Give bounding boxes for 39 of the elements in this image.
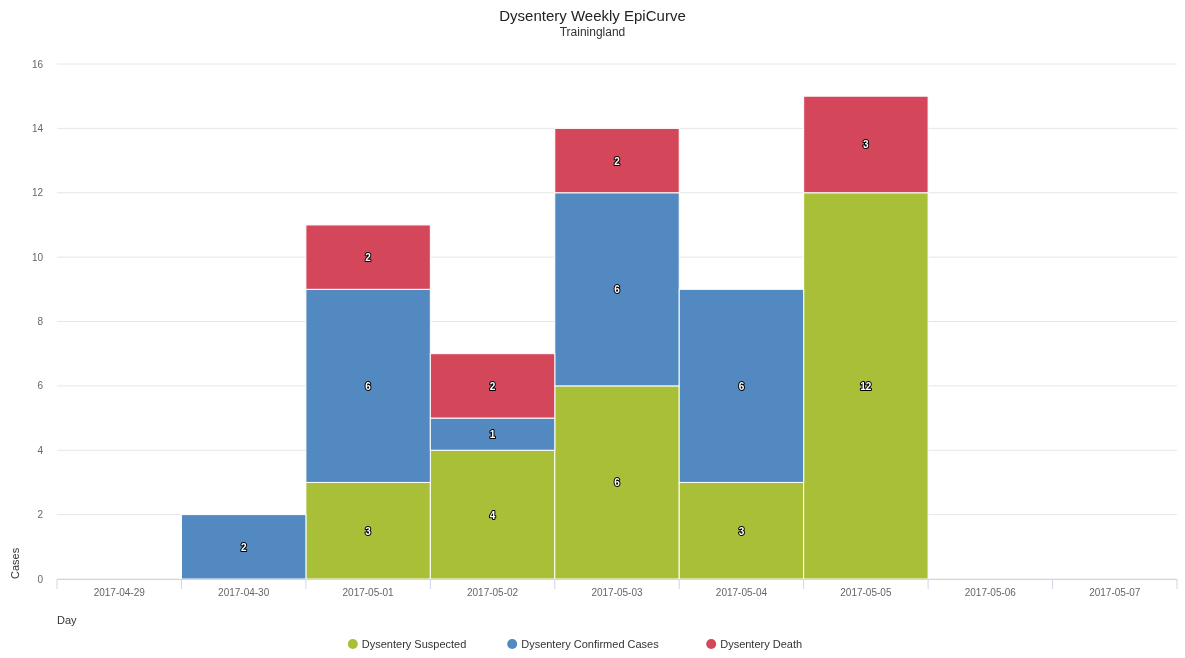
y-tick-label: 2 <box>37 509 44 521</box>
legend-label: Dysentery Suspected <box>361 638 467 650</box>
x-tick-label: 2017-05-04 <box>715 587 768 598</box>
x-tick-label: 2017-04-29 <box>93 587 146 598</box>
data-label: 3 <box>863 139 870 151</box>
y-tick-label: 16 <box>31 58 44 70</box>
data-label: 3 <box>738 525 745 537</box>
y-tick-label: 0 <box>37 573 44 585</box>
chart-title: Dysentery Weekly EpiCurve <box>499 7 686 24</box>
y-tick-label: 4 <box>37 444 44 456</box>
legend-label: Dysentery Death <box>720 638 803 650</box>
y-tick-label: 8 <box>37 316 44 327</box>
legend-label: Dysentery Confirmed Cases <box>521 638 660 650</box>
x-tick-label: 2017-05-03 <box>591 587 644 598</box>
data-label: 2 <box>240 541 247 553</box>
x-tick-label: 2017-05-05 <box>840 587 892 598</box>
data-label: 2 <box>365 252 372 264</box>
x-tick-label: 2017-04-30 <box>218 587 270 598</box>
x-tick-label: 2017-05-01 <box>342 587 395 598</box>
y-tick-label: 14 <box>31 122 44 134</box>
x-tick-label: 2017-05-06 <box>964 587 1017 598</box>
data-label: 6 <box>738 380 745 392</box>
data-label: 2 <box>489 380 496 392</box>
data-label: 6 <box>365 380 372 392</box>
data-label: 12 <box>860 380 872 392</box>
y-tick-label: 10 <box>31 251 44 263</box>
y-tick-label: 6 <box>37 380 44 392</box>
x-axis-title: Day <box>57 614 78 626</box>
data-label: 6 <box>614 477 621 489</box>
y-axis-title: Cases <box>9 547 21 579</box>
data-label: 1 <box>489 429 496 441</box>
x-tick-label: 2017-05-02 <box>466 587 519 598</box>
chart-subtitle: Trainingland <box>559 25 626 39</box>
x-tick-label: 2017-05-07 <box>1089 587 1141 598</box>
y-tick-label: 12 <box>31 187 44 199</box>
data-label: 3 <box>365 525 372 537</box>
data-label: 6 <box>614 284 621 296</box>
data-label: 4 <box>489 509 496 521</box>
data-label: 2 <box>614 155 621 167</box>
